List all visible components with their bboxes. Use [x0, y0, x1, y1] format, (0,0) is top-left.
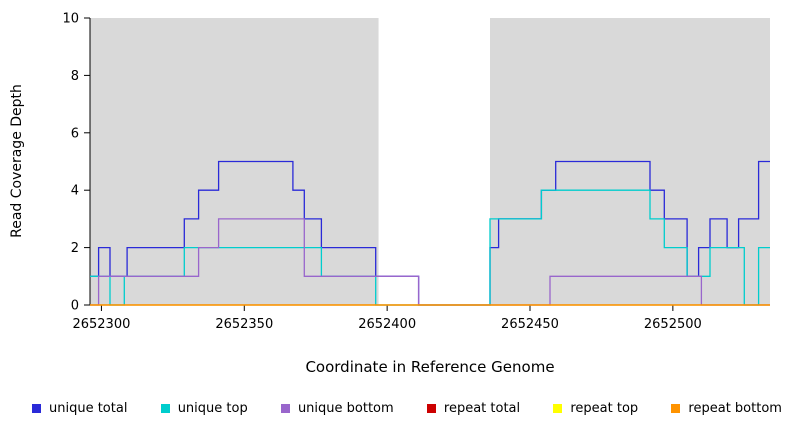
- legend-swatch-repeat-total: [426, 404, 436, 413]
- legend-label: unique total: [49, 401, 128, 416]
- y-tick-label: 6: [71, 126, 79, 141]
- legend-item-repeat-bottom: repeat bottom: [671, 401, 782, 416]
- legend: unique total unique top unique bottom repea…: [32, 401, 782, 416]
- legend-label: unique bottom: [297, 401, 394, 416]
- series-unique-bottom: [90, 218, 770, 306]
- y-tick-label: 0: [71, 299, 79, 314]
- legend-item-unique-bottom: unique bottom: [280, 401, 394, 416]
- y-tick-label: 4: [71, 184, 79, 199]
- legend-item-repeat-total: repeat total: [426, 401, 521, 416]
- y-tick-label: 8: [71, 69, 79, 84]
- x-tick-label: 2652300: [72, 317, 130, 332]
- legend-label: repeat total: [443, 401, 521, 416]
- legend-swatch-unique-top: [160, 404, 170, 413]
- x-tick-label: 2652400: [358, 317, 416, 332]
- legend-swatch-repeat-top: [553, 404, 563, 413]
- legend-swatch-unique-total: [32, 404, 41, 413]
- y-tick-label: 2: [71, 241, 79, 256]
- legend-item-unique-total: unique total: [32, 401, 127, 416]
- x-axis-label: Coordinate in Reference Genome: [305, 358, 555, 376]
- y-tick-label: 10: [62, 12, 79, 27]
- legend-item-repeat-top: repeat top: [553, 401, 638, 416]
- plot-area: 0 2 4 6 8 10 2652300 2652350 2652400 2652450 26525…: [62, 12, 770, 332]
- legend-item-unique-top: unique top: [160, 401, 248, 416]
- legend-label: unique top: [177, 401, 248, 416]
- legend-label: repeat top: [570, 401, 639, 416]
- legend-swatch-unique-bottom: [280, 404, 290, 413]
- legend-swatch-repeat-bottom: [671, 404, 681, 413]
- x-tick-label: 2652500: [644, 317, 702, 332]
- y-axis-label: Read Coverage Depth: [9, 84, 25, 238]
- legend-label: repeat bottom: [688, 401, 782, 416]
- x-tick-label: 2652350: [215, 317, 273, 332]
- x-tick-label: 2652450: [501, 317, 559, 332]
